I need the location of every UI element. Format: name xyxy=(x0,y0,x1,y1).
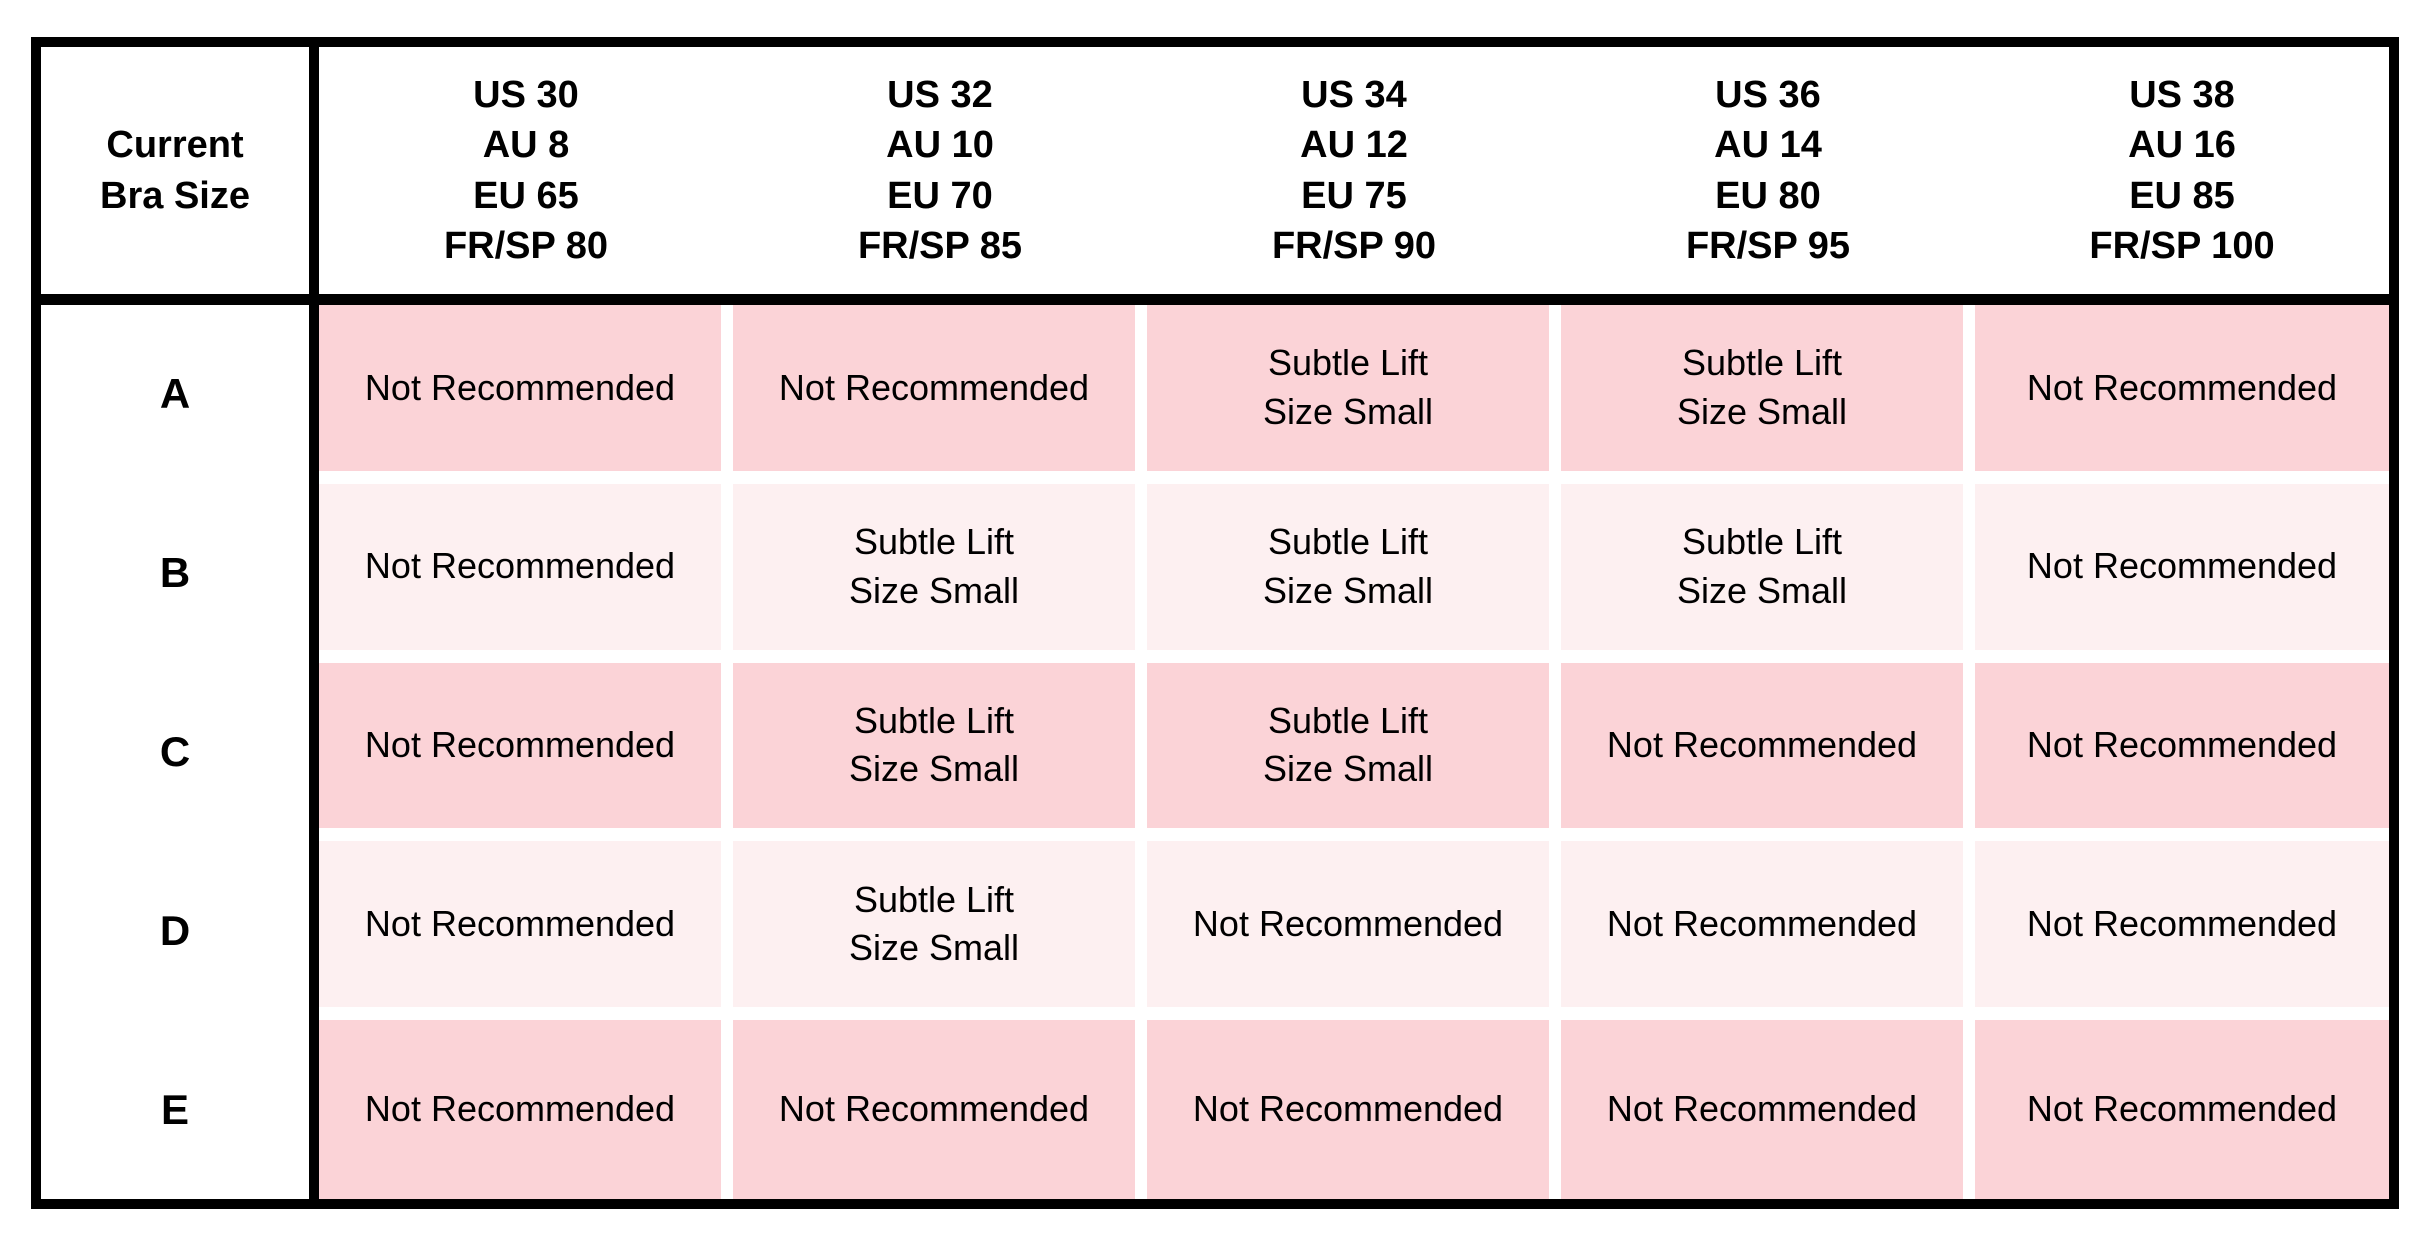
cell-C-col1: Not Recommended xyxy=(319,662,721,829)
column-header-4: US 36 AU 14 EU 80 FR/SP 95 xyxy=(1685,74,1851,267)
cell-C-col3: Subtle Lift Size Small xyxy=(1147,662,1549,829)
column-header-1: US 30 AU 8 EU 65 FR/SP 80 xyxy=(443,74,609,267)
cell-A-col3: Subtle Lift Size Small xyxy=(1147,305,1549,471)
row-label-A: A xyxy=(41,305,319,484)
cell-C-col2: Subtle Lift Size Small xyxy=(733,662,1135,829)
row-label-D: D xyxy=(41,841,319,1021)
cell-B-col5: Not Recommended xyxy=(1975,483,2389,650)
cell-A-col2: Not Recommended xyxy=(733,305,1135,471)
row-label-E: E xyxy=(41,1020,319,1199)
cell-D-col2: Subtle Lift Size Small xyxy=(733,841,1135,1008)
column-header-2: US 32 AU 10 EU 70 FR/SP 85 xyxy=(857,74,1023,267)
header-row: Current Bra Size US 30 AU 8 EU 65 FR/SP … xyxy=(41,47,2389,305)
cell-E-col1: Not Recommended xyxy=(319,1020,721,1199)
cell-D-col1: Not Recommended xyxy=(319,841,721,1008)
cell-E-col5: Not Recommended xyxy=(1975,1020,2389,1199)
cell-E-col4: Not Recommended xyxy=(1561,1020,1963,1199)
cell-D-col3: Not Recommended xyxy=(1147,841,1549,1008)
cell-C-col4: Not Recommended xyxy=(1561,662,1963,829)
cell-E-col3: Not Recommended xyxy=(1147,1020,1549,1199)
cell-B-col3: Subtle Lift Size Small xyxy=(1147,483,1549,650)
cell-B-col1: Not Recommended xyxy=(319,483,721,650)
cell-D-col5: Not Recommended xyxy=(1975,841,2389,1008)
cell-C-col5: Not Recommended xyxy=(1975,662,2389,829)
cell-E-col2: Not Recommended xyxy=(733,1020,1135,1199)
cell-B-col4: Subtle Lift Size Small xyxy=(1561,483,1963,650)
row-label-C: C xyxy=(41,662,319,842)
cell-A-col5: Not Recommended xyxy=(1975,305,2389,471)
bra-size-chart-table: Current Bra Size US 30 AU 8 EU 65 FR/SP … xyxy=(31,37,2399,1209)
cell-A-col1: Not Recommended xyxy=(319,305,721,471)
table-body: A Not Recommended Not Recommended Subtle Li… xyxy=(41,305,2389,1199)
row-label-B: B xyxy=(41,483,319,663)
column-header-5: US 38 AU 16 EU 85 FR/SP 100 xyxy=(2089,74,2275,267)
corner-header-cell: Current Bra Size xyxy=(41,47,319,294)
cell-A-col4: Subtle Lift Size Small xyxy=(1561,305,1963,471)
cell-D-col4: Not Recommended xyxy=(1561,841,1963,1008)
cell-B-col2: Subtle Lift Size Small xyxy=(733,483,1135,650)
column-header-3: US 34 AU 12 EU 75 FR/SP 90 xyxy=(1271,74,1437,267)
